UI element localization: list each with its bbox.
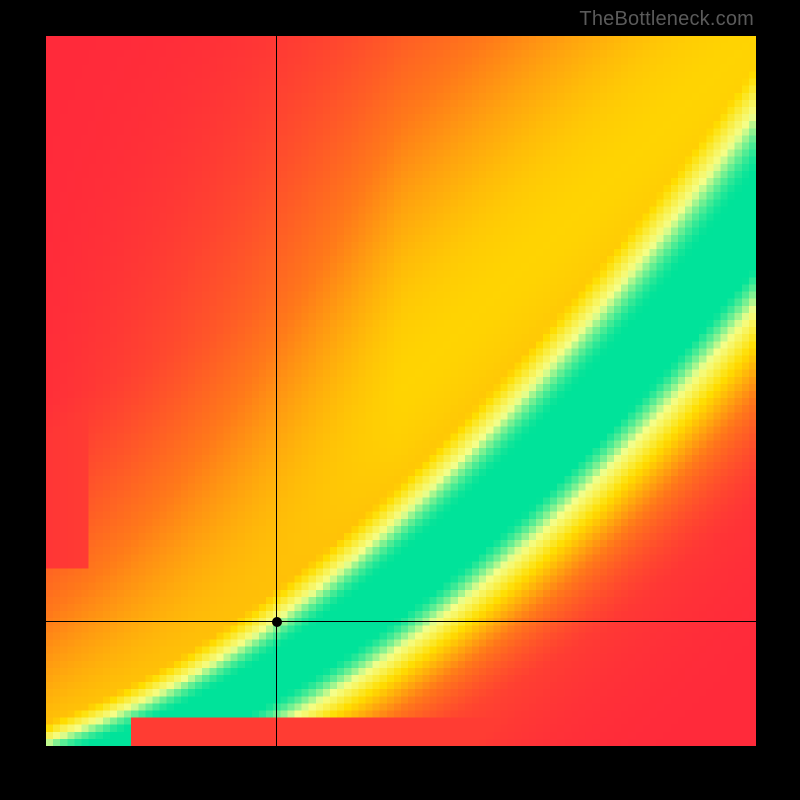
crosshair-horizontal [46,621,756,622]
watermark-text: TheBottleneck.com [579,8,754,31]
bottleneck-heatmap [46,36,756,746]
marker-point [272,617,282,627]
chart-container: { "chart": { "type": "heatmap", "canvas"… [0,0,800,800]
crosshair-vertical [276,36,277,746]
